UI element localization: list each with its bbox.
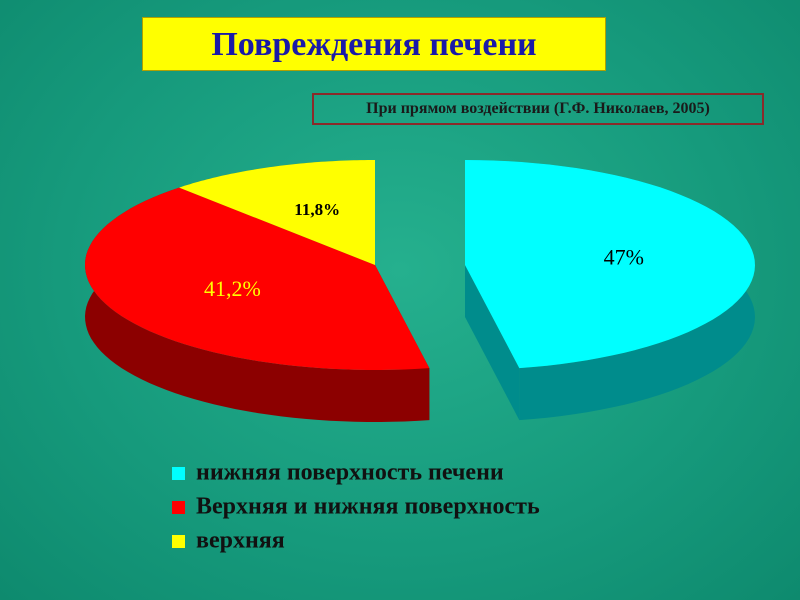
legend-label: Верхняя и нижняя поверхность (196, 494, 540, 520)
slice (85, 187, 430, 370)
slice (179, 160, 375, 265)
data-label: 11,8% (294, 200, 340, 219)
data-label: 47% (604, 245, 644, 270)
slice-side (85, 187, 430, 422)
slice-side (465, 265, 520, 421)
legend-swatch (172, 535, 185, 548)
legend-label: нижняя поверхность печени (196, 460, 504, 486)
slice (465, 160, 755, 369)
legend-swatch (172, 467, 185, 480)
legend-swatch (172, 501, 185, 514)
chart-title: Повреждения печени (142, 17, 606, 71)
data-label: 41,2% (204, 276, 261, 301)
chart-subtitle: При прямом воздействии (Г.Ф. Николаев, 2… (312, 93, 764, 125)
legend-label: верхняя (196, 528, 285, 554)
